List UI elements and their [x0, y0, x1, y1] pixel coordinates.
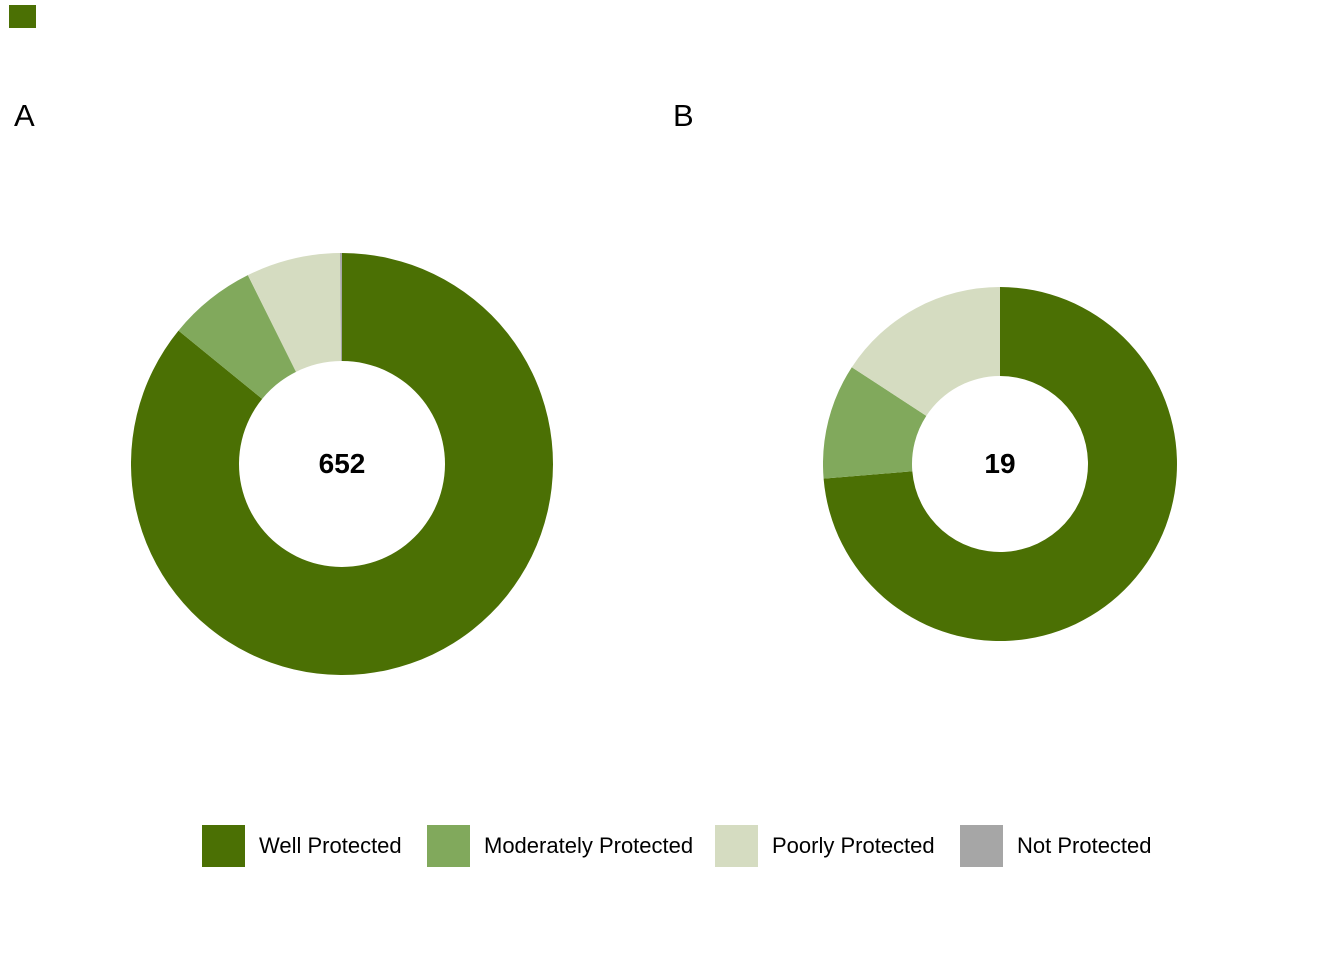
panel-b-label: B [673, 98, 694, 133]
donut-slice-poorly-protected [247, 253, 342, 372]
legend-item-well-protected: Well Protected [202, 825, 402, 867]
legend-swatch-poorly-protected [715, 825, 758, 867]
donut-chart-a [131, 253, 553, 675]
legend-item-poorly-protected: Poorly Protected [715, 825, 935, 867]
legend: Well Protected Moderately Protected Poor… [0, 825, 1344, 867]
donut-slice-not-protected [339, 253, 342, 361]
legend-item-not-protected: Not Protected [960, 825, 1152, 867]
donut-slice-moderately-protected [178, 275, 297, 399]
donut-slice-well-protected [131, 253, 553, 675]
legend-swatch-moderately-protected [427, 825, 470, 867]
donut-a-center-value: 652 [318, 448, 366, 479]
legend-item-moderately-protected: Moderately Protected [427, 825, 693, 867]
legend-swatch-not-protected [960, 825, 1003, 867]
legend-swatch-well-protected [202, 825, 245, 867]
donut-b-center-value: 19 [984, 448, 1016, 479]
donut-slice-moderately-protected [823, 367, 927, 479]
donut-chart-b [823, 287, 1177, 641]
panel-a-label: A [14, 98, 35, 133]
legend-label-well-protected: Well Protected [259, 833, 402, 858]
donut-slice-poorly-protected [851, 287, 1000, 416]
top-left-swatch-artifact [9, 5, 36, 28]
legend-label-poorly-protected: Poorly Protected [772, 833, 935, 858]
legend-label-not-protected: Not Protected [1017, 833, 1152, 858]
legend-label-moderately-protected: Moderately Protected [484, 833, 694, 858]
donut-slice-well-protected [823, 287, 1177, 641]
